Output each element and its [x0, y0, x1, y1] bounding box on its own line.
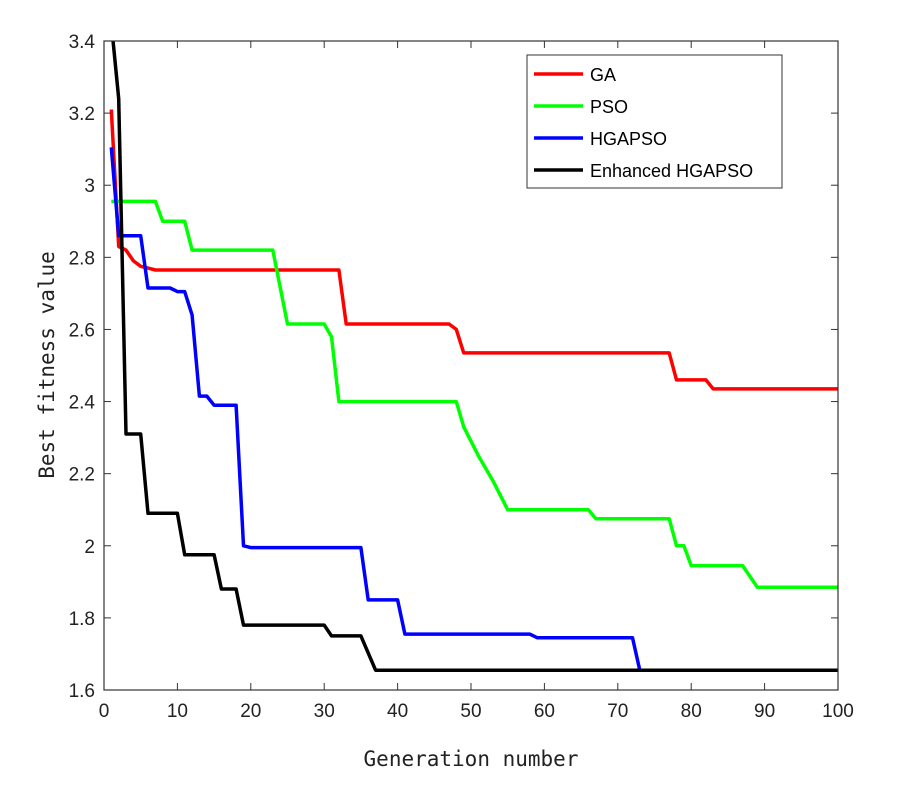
legend-label: GA: [590, 65, 616, 85]
series-line-ga: [109, 109, 838, 391]
y-tick-label: 2.6: [69, 320, 95, 341]
x-tick-label: 70: [607, 701, 628, 722]
series-line-hgapso: [109, 147, 838, 672]
y-tick-label: 3: [84, 176, 95, 197]
series-group: [109, 41, 838, 672]
y-tick-label: 2.2: [69, 465, 95, 486]
x-tick-label: 50: [460, 701, 481, 722]
y-tick-label: 2.4: [69, 393, 96, 414]
legend-label: HGAPSO: [590, 129, 667, 149]
y-tick-label: 1.8: [69, 609, 95, 630]
x-axis-label: Generation number: [364, 747, 579, 771]
x-tick-label: 40: [387, 701, 408, 722]
x-tick-label: 100: [822, 701, 854, 722]
x-tick-label: 0: [99, 701, 110, 722]
series-line-enhanced-hgapso: [111, 41, 838, 672]
legend: GA PSO HGAPSO Enhanced HGAPSO: [526, 54, 783, 189]
y-tick-label: 2.8: [69, 248, 95, 269]
axis-ticks: 0 10 20 30 40 50 60 70 80 90 100 1.6 1.8 2 2.2 2.4 2.6 2.…: [69, 32, 854, 722]
legend-box: [526, 54, 783, 189]
x-tick-label: 30: [314, 701, 335, 722]
legend-label: PSO: [590, 97, 628, 117]
y-tick-label: 2: [84, 537, 95, 558]
series-line-pso: [111, 199, 838, 589]
x-tick-label: 80: [681, 701, 702, 722]
legend-label: Enhanced HGAPSO: [590, 161, 753, 181]
x-tick-label: 90: [754, 701, 775, 722]
y-tick-label: 3.4: [69, 32, 96, 53]
y-tick-label: 3.2: [69, 104, 95, 125]
y-axis-label: Best fitness value: [35, 251, 59, 479]
x-tick-label: 60: [534, 701, 555, 722]
y-tick-label: 1.6: [69, 681, 95, 702]
x-tick-label: 10: [167, 701, 188, 722]
x-tick-label: 20: [240, 701, 261, 722]
